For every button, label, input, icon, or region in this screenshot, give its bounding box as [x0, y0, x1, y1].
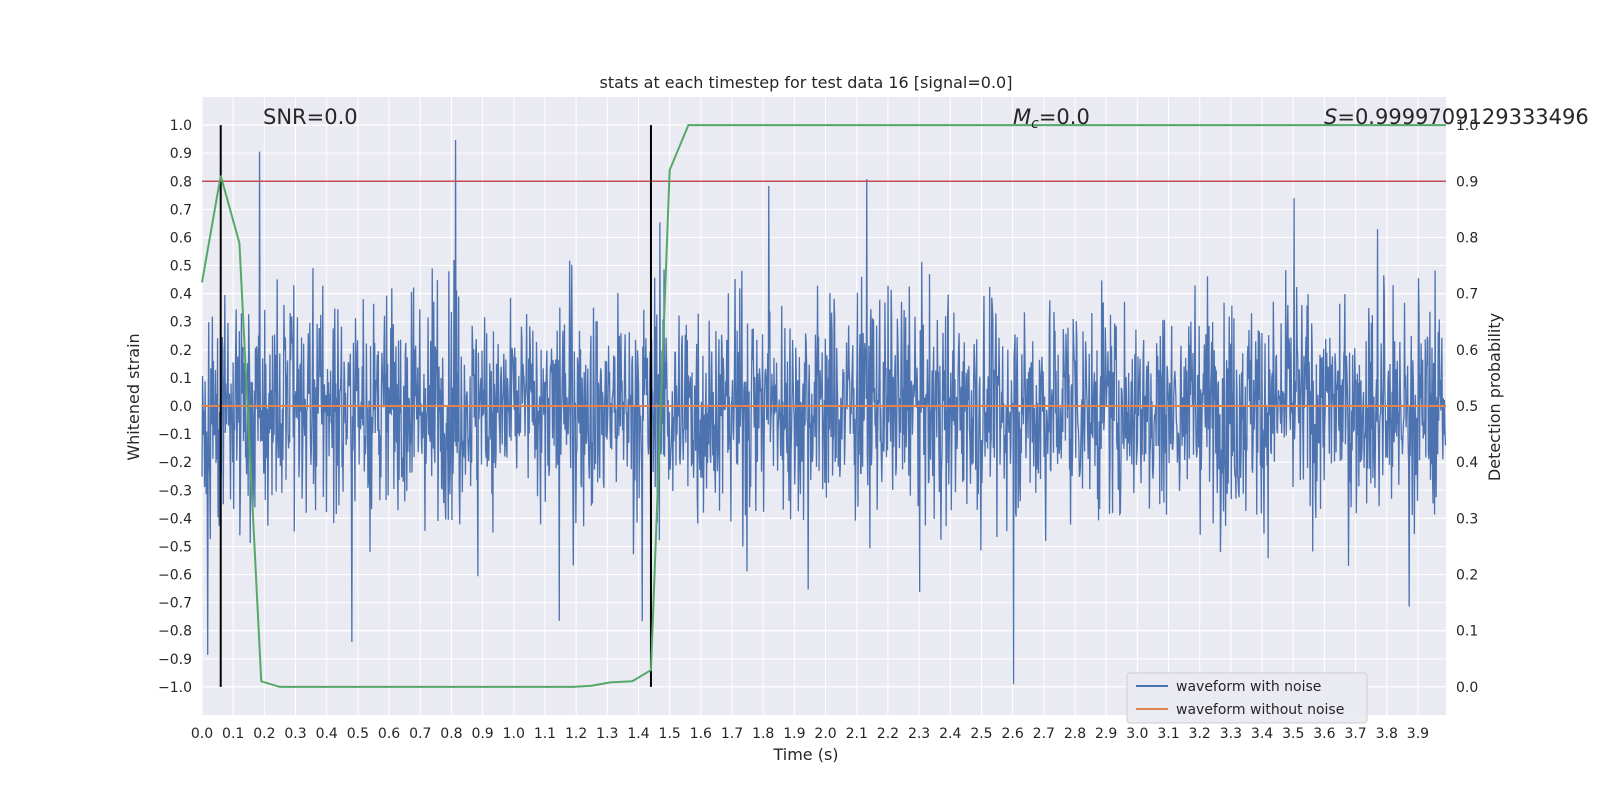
- x-tick-label: 0.5: [347, 726, 369, 742]
- x-tick-label: 2.8: [1064, 726, 1086, 742]
- probability-path: [201, 124, 1446, 688]
- x-tick-label: 2.2: [877, 726, 899, 742]
- y-left-tick-label: −0.3: [158, 483, 192, 499]
- x-tick-label: 3.0: [1126, 726, 1148, 742]
- y-left-tick-label: −0.7: [158, 596, 192, 612]
- y-left-tick-label: −0.6: [158, 568, 192, 584]
- y-left-tick-label: −0.8: [158, 624, 192, 640]
- y-left-tick-label: 0.5: [170, 259, 192, 275]
- x-tick-label: 1.0: [503, 726, 525, 742]
- chart-title: stats at each timestep for test data 16 …: [600, 73, 1013, 92]
- x-tick-label: 0.1: [222, 726, 244, 742]
- x-tick-label: 2.5: [970, 726, 992, 742]
- x-tick-label: 3.5: [1282, 726, 1304, 742]
- x-tick-label: 1.1: [534, 726, 556, 742]
- mc-annotation: Mc=0.0: [1013, 105, 1090, 132]
- y-right-tick-label: 0.2: [1456, 568, 1478, 584]
- x-tick-label: 1.3: [596, 726, 618, 742]
- x-tick-label: 3.3: [1220, 726, 1242, 742]
- x-tick-label: 3.9: [1407, 726, 1429, 742]
- y-left-tick-label: 0.6: [170, 230, 192, 246]
- y-right-tick-label: 0.1: [1456, 624, 1478, 640]
- x-tick-label: 3.8: [1376, 726, 1398, 742]
- x-tick-label: 2.1: [846, 726, 868, 742]
- y-right-tick-label: 1.0: [1456, 118, 1478, 134]
- series-detection-probability: [201, 124, 1446, 688]
- snr-annotation: SNR=0.0: [263, 105, 358, 129]
- y-right-tick-label: 0.4: [1456, 455, 1478, 471]
- y-left-tick-label: −0.2: [158, 455, 192, 471]
- vertical-markers: [219, 125, 652, 687]
- x-tick-label: 1.2: [565, 726, 587, 742]
- y-right-tick-label: 0.8: [1456, 230, 1478, 246]
- y-right-tick-label: 0.7: [1456, 287, 1478, 303]
- y-axis-left-label: Whitened strain: [124, 333, 143, 460]
- x-axis-ticks: 0.0 0.1 0.2 0.3 0.4 0.5 0.6 0.7 0.8 0.9 1.0 1.1 1.2 1…: [191, 726, 1429, 742]
- x-tick-label: 1.5: [659, 726, 681, 742]
- y-left-tick-label: 0.3: [170, 315, 192, 331]
- x-tick-label: 2.0: [814, 726, 836, 742]
- y-right-tick-label: 0.3: [1456, 511, 1478, 527]
- y-right-tick-label: 0.6: [1456, 343, 1478, 359]
- x-tick-label: 2.4: [939, 726, 961, 742]
- x-tick-label: 0.8: [440, 726, 462, 742]
- y-left-tick-label: −0.4: [158, 511, 192, 527]
- y-left-tick-label: −0.5: [158, 539, 192, 555]
- x-tick-label: 1.7: [721, 726, 743, 742]
- score-annotation: S=0.9999709129333496: [1324, 105, 1589, 129]
- x-tick-label: 3.7: [1344, 726, 1366, 742]
- y-left-tick-label: −0.9: [158, 652, 192, 668]
- x-tick-label: 3.1: [1157, 726, 1179, 742]
- y-axis-right-ticks: 1.0 0.9 0.8 0.7 0.6 0.5 0.4 0.3 0.2 0.1 0.0: [1456, 118, 1478, 696]
- x-tick-label: 0.3: [284, 726, 306, 742]
- x-tick-label: 2.9: [1095, 726, 1117, 742]
- y-right-tick-label: 0.5: [1456, 399, 1478, 415]
- y-left-tick-label: 0.1: [170, 371, 192, 387]
- y-left-tick-label: −0.1: [158, 427, 192, 443]
- x-tick-label: 1.9: [783, 726, 805, 742]
- y-left-tick-label: 0.0: [170, 399, 192, 415]
- y-left-tick-label: 0.2: [170, 343, 192, 359]
- x-tick-label: 0.6: [378, 726, 400, 742]
- y-left-tick-label: 0.8: [170, 174, 192, 190]
- x-tick-label: 3.4: [1251, 726, 1273, 742]
- y-right-tick-label: 0.0: [1456, 680, 1478, 696]
- x-tick-label: 2.7: [1033, 726, 1055, 742]
- y-right-tick-label: 0.9: [1456, 174, 1478, 190]
- x-tick-label: 0.2: [253, 726, 275, 742]
- x-tick-label: 0.0: [191, 726, 213, 742]
- x-tick-label: 2.6: [1001, 726, 1023, 742]
- x-tick-label: 2.3: [908, 726, 930, 742]
- x-tick-label: 1.6: [690, 726, 712, 742]
- legend-label-clean: waveform without noise: [1176, 702, 1344, 718]
- series-waveform-with-noise: [201, 139, 1447, 685]
- y-left-tick-label: 0.7: [170, 202, 192, 218]
- x-tick-label: 1.4: [627, 726, 649, 742]
- noisy-waveform-path: [201, 139, 1447, 685]
- y-left-tick-label: −1.0: [158, 680, 192, 696]
- x-tick-label: 1.8: [752, 726, 774, 742]
- y-left-tick-label: 0.9: [170, 146, 192, 162]
- legend-label-noisy: waveform with noise: [1176, 679, 1321, 695]
- x-tick-label: 0.9: [471, 726, 493, 742]
- x-tick-label: 0.4: [316, 726, 338, 742]
- y-left-tick-label: 1.0: [170, 118, 192, 134]
- x-axis-label: Time (s): [772, 745, 838, 764]
- y-axis-left-ticks: 1.0 0.9 0.8 0.7 0.6 0.5 0.4 0.3 0.2 0.1 0.0 −0.1 −0.…: [158, 118, 192, 696]
- y-left-tick-label: 0.4: [170, 287, 192, 303]
- y-axis-right-label: Detection probability: [1485, 313, 1504, 481]
- x-tick-label: 0.7: [409, 726, 431, 742]
- x-tick-label: 3.2: [1189, 726, 1211, 742]
- x-tick-label: 3.6: [1313, 726, 1335, 742]
- legend-box: [1126, 672, 1368, 724]
- legend: waveform with noise waveform without noi…: [1126, 672, 1368, 724]
